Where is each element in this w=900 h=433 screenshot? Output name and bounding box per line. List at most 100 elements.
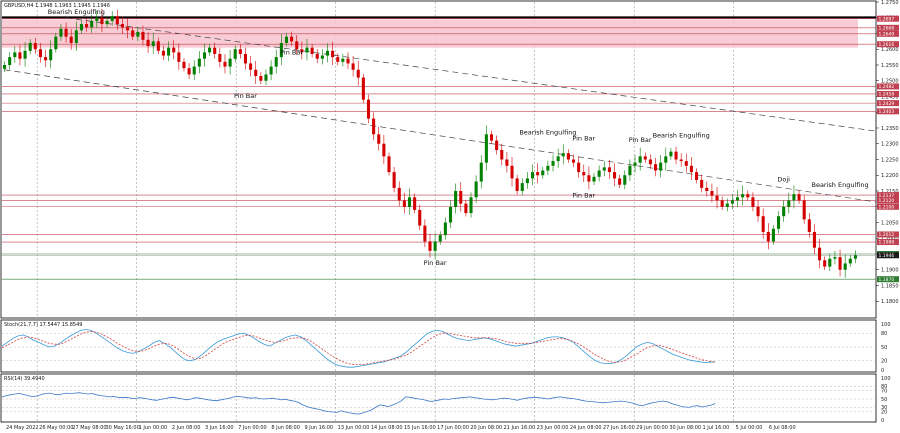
candle-body — [664, 156, 668, 163]
candle-body — [612, 172, 617, 179]
pattern-label: Bearish Engulfing — [653, 131, 710, 139]
candle-body — [720, 200, 724, 207]
candle-body — [838, 257, 842, 270]
candle-body — [407, 197, 412, 207]
pattern-label: Doji — [777, 176, 790, 184]
candle-body — [3, 65, 7, 69]
candle-body — [679, 159, 683, 162]
candle-body — [361, 77, 365, 100]
candle-body — [126, 27, 130, 31]
level-badge — [877, 108, 899, 115]
candle-body — [310, 47, 314, 54]
candle-body — [828, 258, 832, 267]
candle-body — [669, 151, 673, 157]
candle-body — [736, 197, 740, 201]
candle-body — [766, 231, 770, 242]
candle-body — [812, 231, 816, 248]
x-tick-label: 17 Jun 00:00 — [437, 425, 469, 431]
candle-body — [228, 58, 232, 67]
candle-body — [69, 36, 73, 43]
candle-body — [315, 53, 319, 59]
y-tick-label: 1.2450 — [881, 94, 899, 100]
candle-body — [284, 36, 289, 43]
level-badge-label: 1.2668 — [879, 26, 895, 32]
candle-body — [366, 99, 371, 119]
y-tick-label: 1.2200 — [881, 173, 899, 179]
candle-body — [90, 20, 94, 28]
candle-body — [177, 52, 181, 62]
candle-body — [428, 241, 432, 251]
candle-body — [151, 41, 155, 47]
candle-body — [577, 162, 581, 173]
candle-body — [474, 181, 478, 198]
candle-body — [249, 63, 253, 70]
candle-body — [607, 167, 611, 173]
y-tick-label: 1.2300 — [881, 142, 899, 148]
level-badge-label: 1.2616 — [879, 42, 895, 48]
candle-body — [438, 235, 442, 242]
level-badge — [877, 30, 899, 37]
level-badge — [877, 100, 899, 107]
pattern-label: Pin Bar — [572, 191, 595, 199]
level-badge — [877, 239, 899, 246]
candle-body — [331, 50, 335, 58]
candle-body — [161, 50, 165, 56]
candle-body — [787, 200, 791, 207]
stoch-tick-label: 0 — [881, 368, 884, 374]
candle-body — [279, 42, 283, 58]
candle-body — [418, 209, 422, 226]
candle-body — [597, 170, 601, 177]
candle-body — [110, 16, 114, 21]
candle-body — [172, 47, 176, 53]
candle-body — [44, 57, 48, 61]
candle-body — [853, 255, 857, 259]
candle-body — [259, 76, 263, 81]
rsi-header: RSI(14) 39.4940 — [4, 376, 45, 382]
candle-body — [443, 222, 447, 236]
x-tick-label: 6 Jul 08:00 — [769, 425, 796, 431]
candle-body — [700, 179, 704, 188]
level-badge — [877, 15, 899, 22]
candle-body — [495, 140, 499, 151]
y-tick-label: 1.2050 — [881, 220, 899, 226]
candle-body — [587, 175, 591, 182]
level-badge — [877, 276, 899, 283]
candle-body — [541, 170, 545, 176]
candle-body — [423, 225, 427, 242]
candle-body — [802, 200, 806, 220]
candle-body — [264, 74, 268, 81]
current-price-badge — [877, 252, 899, 259]
candle-body — [167, 47, 171, 56]
candle-body — [346, 58, 350, 64]
candle-body — [833, 257, 837, 259]
level-badge-label: 1.1870 — [879, 277, 895, 283]
rsi-tick-label: 30 — [881, 405, 887, 411]
level-badge — [877, 197, 899, 204]
candle-body — [618, 178, 622, 185]
candle-body — [741, 194, 745, 198]
candle-body — [182, 61, 186, 69]
rsi-tick-label: 100 — [881, 376, 891, 382]
candle-body — [223, 61, 227, 67]
resistance-zone-band — [2, 19, 858, 48]
candle-body — [566, 153, 570, 160]
candle-body — [197, 58, 201, 67]
level-badge-label: 1.2458 — [879, 92, 895, 98]
candle-body — [38, 49, 42, 58]
level-badge — [877, 192, 899, 199]
rsi-tick-label: 0 — [881, 418, 884, 424]
pattern-label: Bearish Engulfing — [519, 128, 576, 136]
candle-body — [187, 68, 191, 75]
candle-body — [715, 195, 719, 201]
candle-body — [356, 69, 360, 78]
candle-body — [377, 134, 381, 144]
candle-body — [208, 47, 212, 53]
candle-body — [536, 172, 540, 176]
candle-body — [54, 36, 58, 50]
candle-body — [705, 187, 709, 191]
x-tick-label: 3 Jun 16:00 — [205, 425, 234, 431]
candle-body — [305, 47, 309, 53]
candle-body — [628, 165, 632, 176]
